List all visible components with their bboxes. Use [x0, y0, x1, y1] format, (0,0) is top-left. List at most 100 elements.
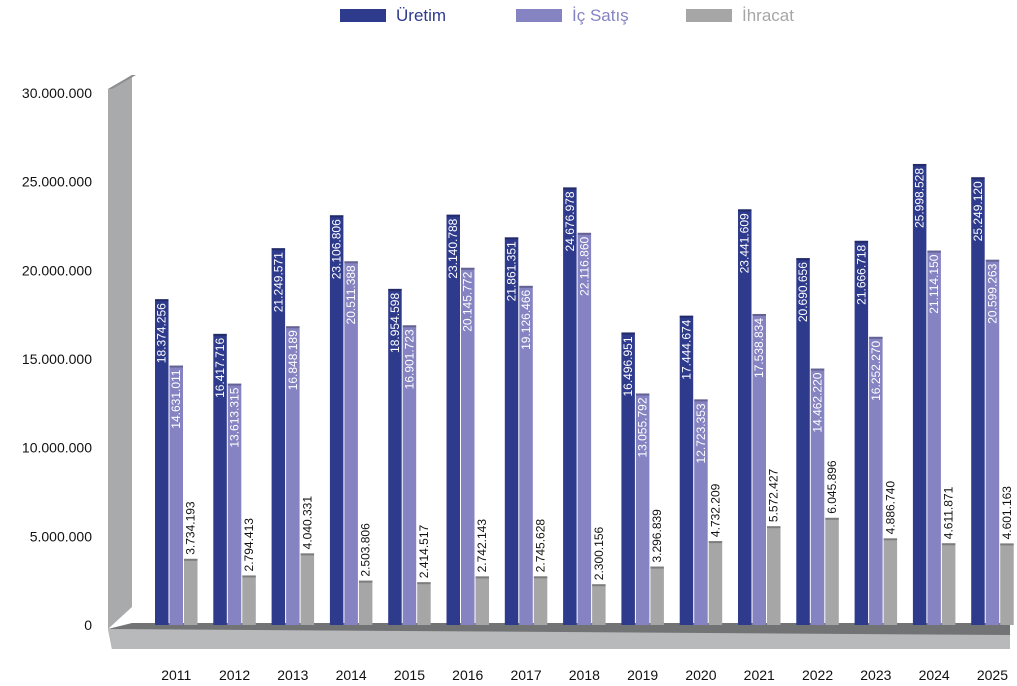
- bar-1: [577, 232, 592, 625]
- bar-top-1: [461, 267, 475, 270]
- bar-0: [329, 215, 344, 625]
- bar-top-1: [169, 365, 183, 368]
- side-wall-top: [108, 75, 136, 89]
- bar-value-label: 13.055.792: [636, 397, 650, 457]
- bar-0: [738, 209, 752, 626]
- bar-value-label: 3.296.839: [650, 509, 664, 563]
- bar-value-label: 23.441.609: [738, 213, 752, 273]
- bar-top-1: [694, 399, 708, 402]
- x-tick-label: 2015: [394, 667, 425, 683]
- y-tick-label: 10.000.000: [22, 440, 92, 456]
- legend-swatch-2: [686, 9, 732, 22]
- bar-top-2: [417, 582, 431, 585]
- y-tick-label: 5.000.000: [30, 528, 92, 544]
- bar-value-label: 23.106.806: [330, 219, 344, 279]
- bar-top-1: [519, 285, 533, 288]
- bar-value-labels: 18.374.25614.631.0113.734.19316.417.7161…: [155, 168, 1014, 581]
- bar-0: [679, 315, 694, 625]
- bar-value-label: 6.045.896: [825, 460, 839, 514]
- bar-2: [300, 553, 315, 625]
- bar-2: [592, 584, 606, 625]
- bar-value-label: 16.848.189: [286, 330, 300, 390]
- bar-value-label: 16.496.951: [621, 336, 635, 396]
- bar-0: [155, 299, 169, 625]
- bar-top-2: [184, 558, 198, 561]
- bar-top-0: [854, 240, 869, 243]
- bar-1: [635, 393, 650, 625]
- bar-2: [533, 576, 548, 625]
- bar-2: [650, 566, 664, 625]
- bar-top-2: [1000, 543, 1014, 546]
- bar-top-2: [533, 576, 548, 579]
- x-tick-label: 2021: [744, 667, 775, 683]
- bar-1: [402, 325, 417, 625]
- bar-value-label: 21.666.718: [854, 244, 868, 304]
- bar-1: [752, 313, 766, 625]
- bar-top-2: [825, 517, 839, 520]
- bar-2: [358, 580, 373, 625]
- x-tick-label: 2022: [802, 667, 833, 683]
- x-tick-label: 2011: [161, 667, 191, 683]
- bars: [155, 163, 1014, 626]
- bar-2: [417, 582, 431, 625]
- bar-value-label: 18.954.598: [388, 293, 402, 353]
- bar-top-0: [388, 288, 402, 291]
- bar-1: [810, 368, 825, 625]
- legend-swatch-1: [516, 9, 562, 22]
- bar-2: [184, 558, 198, 625]
- bar-value-label: 4.732.209: [708, 483, 722, 537]
- bar-value-label: 2.745.628: [534, 519, 548, 573]
- bar-value-label: 25.249.120: [971, 181, 985, 241]
- bar-value-label: 13.613.315: [228, 387, 242, 447]
- bar-value-label: 20.599.263: [985, 263, 999, 323]
- legend-label-1: İç Satış: [572, 6, 629, 25]
- bar-top-1: [286, 326, 300, 329]
- bar-value-label: 4.601.163: [1000, 486, 1014, 540]
- bar-2: [941, 543, 956, 625]
- bar-value-label: 17.444.674: [679, 319, 693, 379]
- x-tick-label: 2024: [919, 667, 950, 683]
- bar-1: [344, 261, 358, 625]
- bar-top-0: [738, 209, 752, 212]
- bar-value-label: 4.886.740: [883, 481, 897, 535]
- bar-0: [271, 248, 286, 626]
- bar-0: [854, 240, 869, 626]
- bar-top-0: [971, 177, 985, 180]
- bar-value-label: 23.140.788: [446, 218, 460, 278]
- bar-value-label: 4.040.331: [300, 496, 314, 550]
- bar-top-2: [300, 553, 315, 556]
- x-tick-label: 2019: [627, 667, 658, 683]
- bar-top-1: [810, 368, 825, 371]
- bar-0: [912, 163, 927, 625]
- bar-top-0: [912, 163, 927, 166]
- bar-0: [213, 333, 227, 625]
- bar-2: [825, 517, 839, 625]
- bar-top-0: [679, 315, 694, 318]
- bar-1: [927, 250, 941, 625]
- bar-top-1: [402, 325, 417, 328]
- bar-0: [446, 214, 460, 625]
- bar-value-label: 24.676.978: [563, 191, 577, 251]
- bar-1: [519, 285, 533, 625]
- bar-value-label: 2.414.517: [417, 524, 431, 578]
- bar-value-label: 21.861.351: [505, 241, 519, 301]
- bar-top-0: [329, 215, 344, 218]
- bar-top-0: [155, 299, 169, 302]
- bar-top-0: [621, 332, 635, 335]
- bar-value-label: 3.734.193: [184, 501, 198, 555]
- bar-top-1: [635, 393, 650, 396]
- bar-top-2: [475, 576, 489, 579]
- bar-top-1: [869, 336, 883, 339]
- bar-top-0: [563, 187, 577, 190]
- bar-2: [883, 538, 898, 625]
- y-tick-label: 30.000.000: [22, 85, 92, 101]
- bar-value-label: 2.794.413: [242, 518, 256, 572]
- legend-label-0: Üretim: [396, 6, 446, 25]
- bar-top-1: [344, 261, 358, 264]
- bar-0: [388, 288, 402, 625]
- bar-0: [621, 332, 635, 625]
- bar-0: [563, 187, 577, 625]
- bar-value-label: 19.126.466: [519, 290, 533, 350]
- bar-2: [242, 575, 256, 625]
- bar-top-1: [985, 259, 1000, 262]
